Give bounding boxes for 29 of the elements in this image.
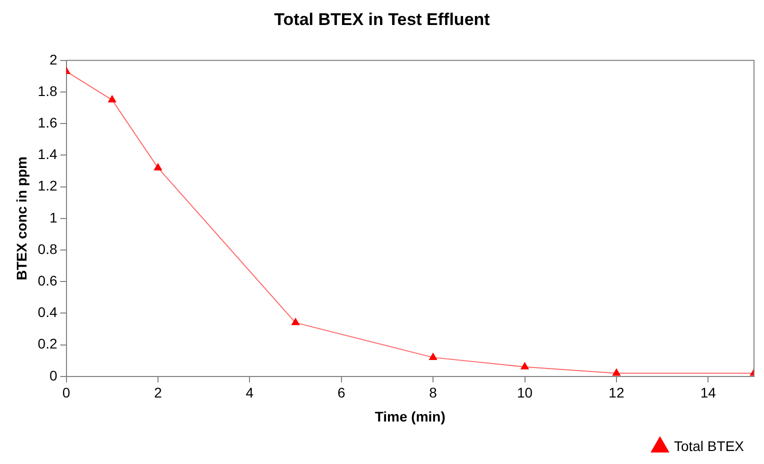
point [292,318,300,326]
y-tick-label: 0 [49,367,58,384]
y-tick-label: 1.2 [38,178,58,194]
x-tick-label: 12 [608,384,624,401]
x-axis-title: Time (min) [374,408,446,424]
point [520,362,529,370]
x-tick-label: 14 [700,384,716,401]
x-tick-label: 4 [246,384,254,401]
x-tick-label: 0 [62,384,70,401]
y-axis-title: BTEX conc in ppm [13,156,30,280]
y-tick-label: 0.4 [38,304,58,320]
chart-title: Total BTEX in Test Effluent [274,10,490,29]
y-tick-label: 1.8 [38,82,58,99]
point [108,95,116,102]
y-tick-label: 0.8 [38,240,58,257]
y-tick-label: 1 [49,209,58,226]
x-tick-label: 6 [337,384,346,401]
x-tick-label: 10 [516,384,533,401]
x-tick-label: 8 [429,384,438,401]
point [429,352,438,360]
y-tick-label: 1.4 [38,146,58,162]
legend-label: Total BTEX [674,438,745,454]
x-tick-label: 2 [154,384,162,401]
y-tick-label: 1.6 [38,114,58,130]
point [154,163,162,170]
y-tick-label: 2 [49,51,58,68]
y-tick-label: 0.6 [38,272,58,288]
point [612,368,620,376]
y-tick-label: 0.2 [38,336,58,352]
